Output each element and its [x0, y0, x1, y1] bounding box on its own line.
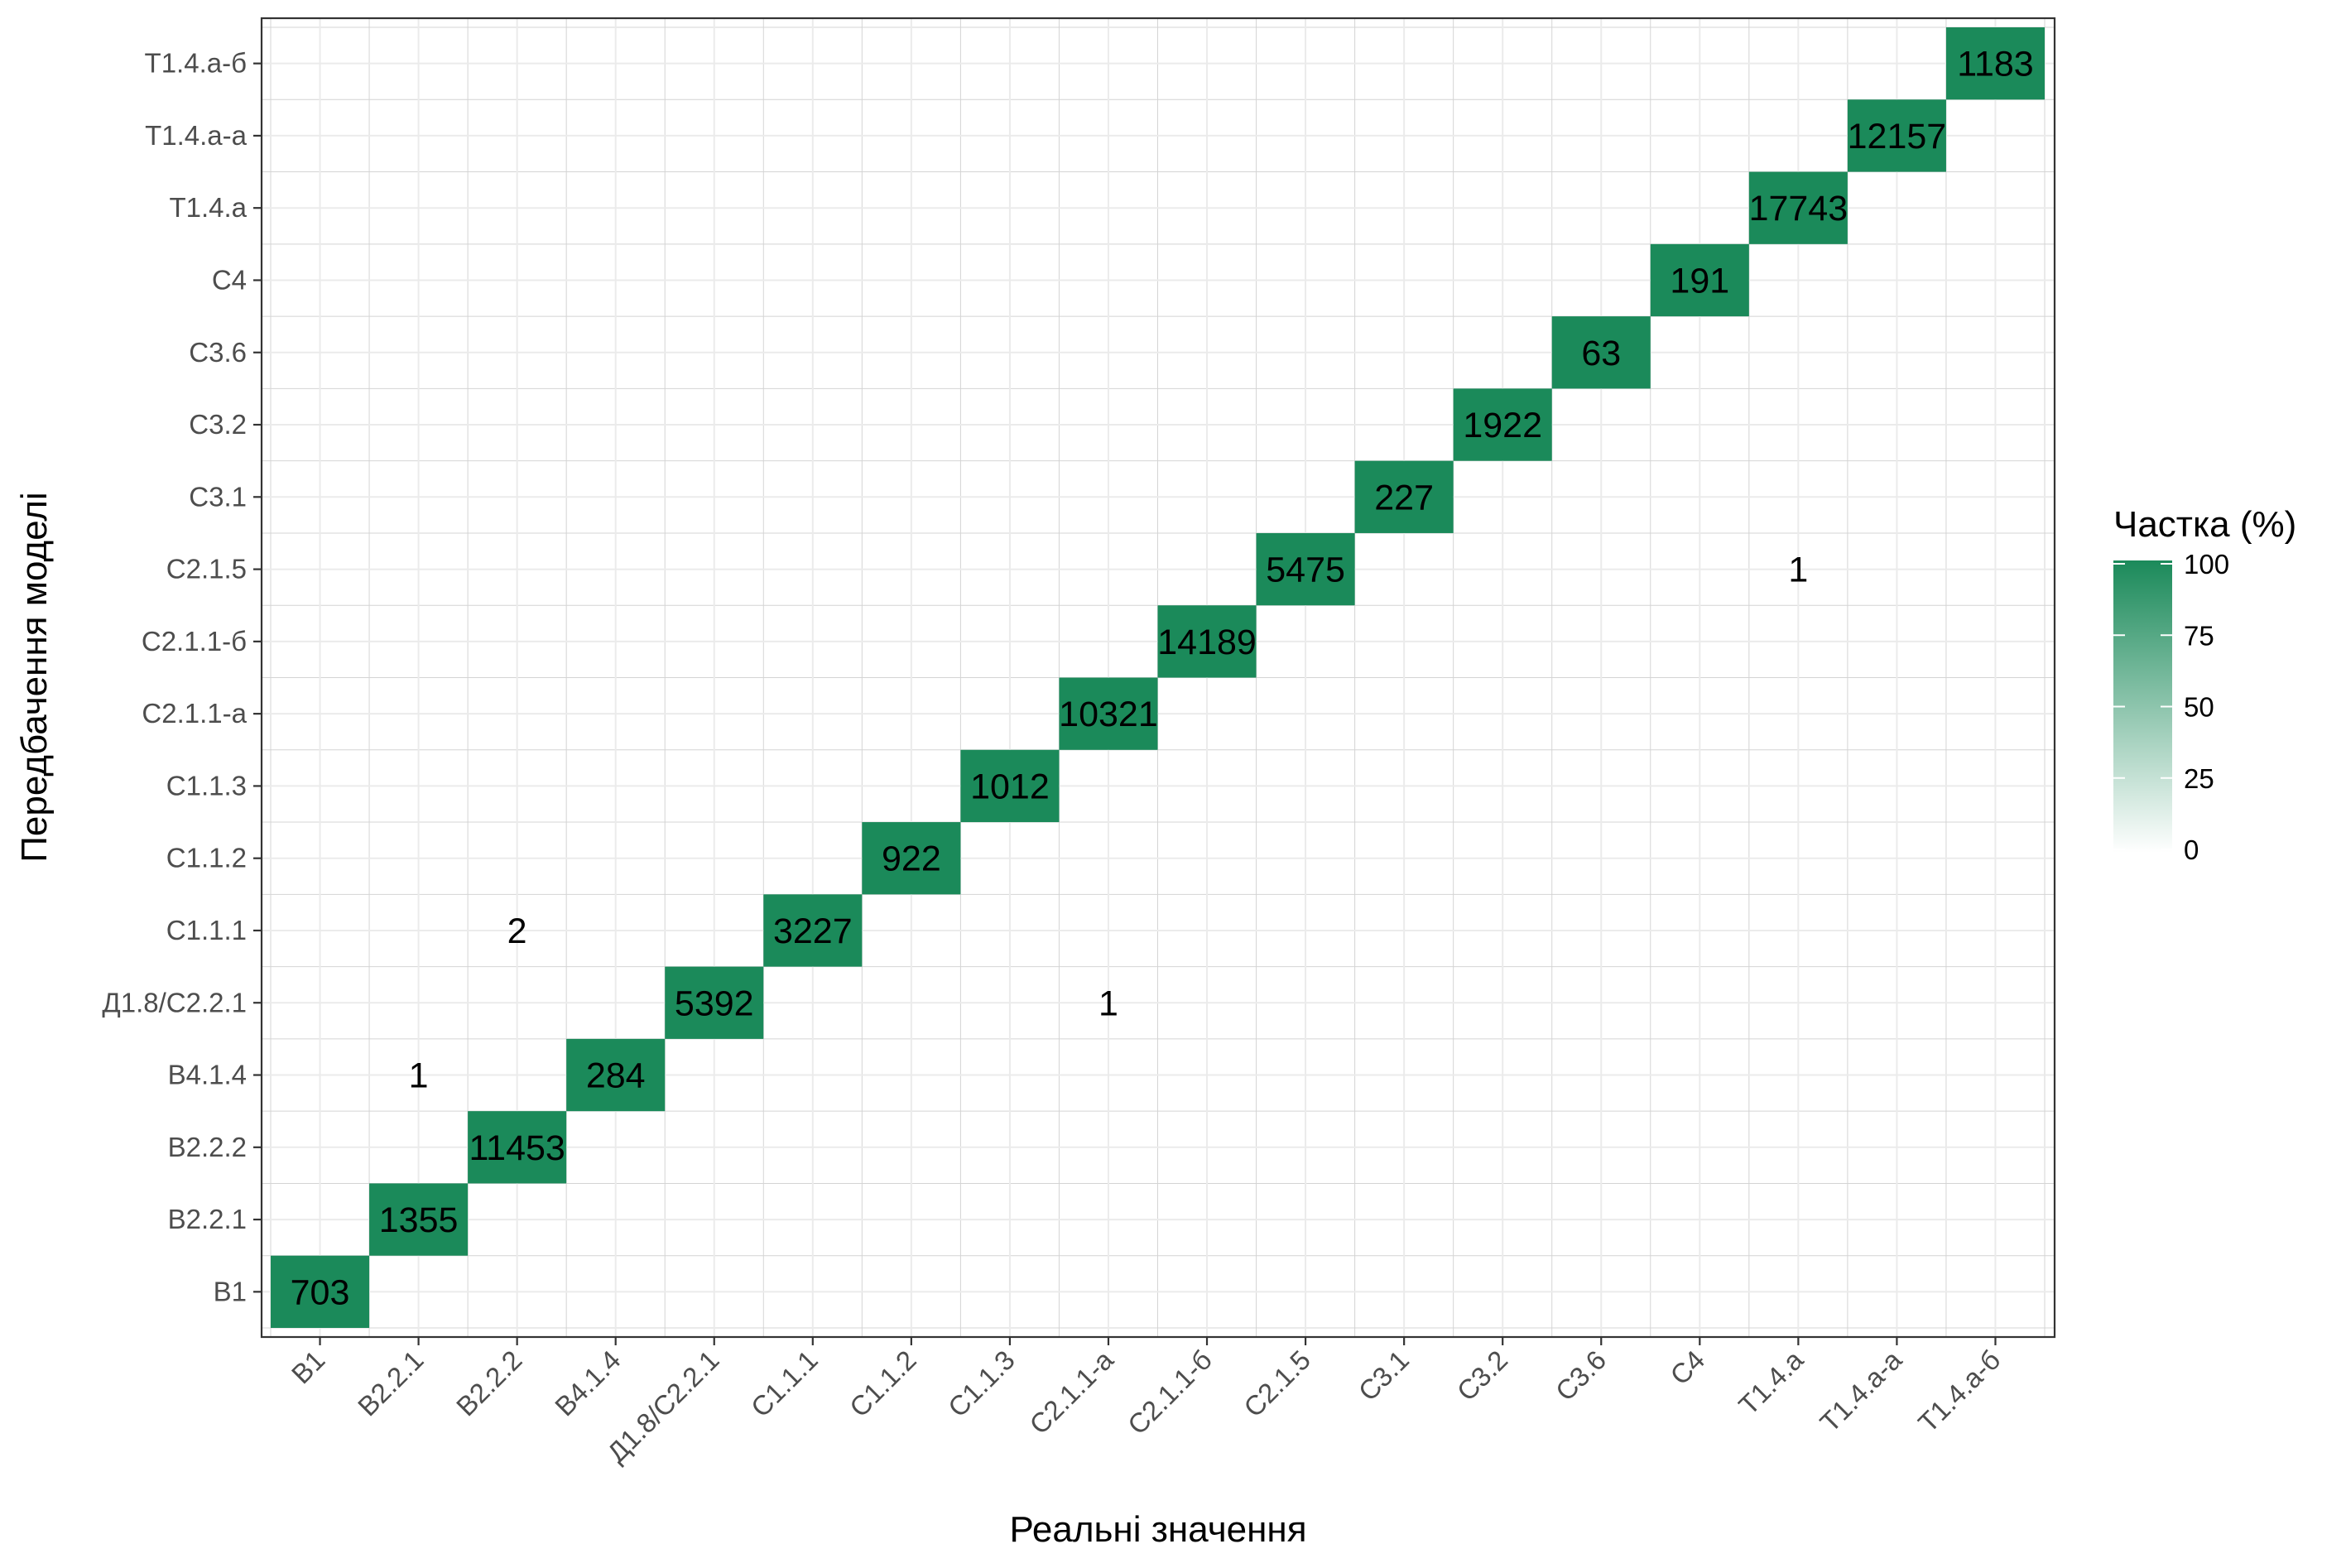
x-tick-label: C2.1.1-а: [1023, 1344, 1119, 1440]
heatmap-cell: [960, 749, 1060, 823]
legend-tick-label: 25: [2184, 763, 2214, 794]
y-tick-label: C3.6: [189, 337, 247, 368]
cell-count-label: 1012: [970, 767, 1050, 806]
y-tick-label: C1.1.2: [166, 843, 247, 873]
legend-tick-label: 100: [2184, 549, 2229, 580]
cell-count-label: 17743: [1749, 189, 1848, 228]
cell-count-label: 1922: [1463, 406, 1542, 445]
x-tick-label: C1.1.2: [844, 1344, 922, 1423]
y-tick-label: B2.2.1: [168, 1204, 247, 1234]
legend-tick-label: 0: [2184, 835, 2199, 865]
cell-count-label: 10321: [1059, 695, 1158, 734]
y-tick-label: C3.1: [189, 481, 247, 512]
y-tick-label: C2.1.5: [166, 554, 247, 584]
y-tick-label: T1.4.а: [169, 192, 247, 223]
cell-count-label: 14189: [1157, 623, 1257, 662]
y-tick-label: C3.2: [189, 409, 247, 440]
x-tick-label: T1.4.а: [1733, 1344, 1810, 1421]
y-tick-label: B2.2.2: [168, 1132, 247, 1162]
cell-count-label: 1: [1098, 984, 1118, 1023]
legend-title: Частка (%): [2113, 504, 2296, 545]
legend-tick-label: 75: [2184, 620, 2214, 651]
x-axis-title: Реальні значення: [1009, 1509, 1306, 1550]
heatmap-cell: [1453, 388, 1552, 461]
x-tick-label: T1.4.а-а: [1814, 1344, 1908, 1438]
y-tick-label: T1.4.а-б: [145, 48, 247, 79]
heatmap-cell: [271, 1255, 370, 1328]
legend: Частка (%) 0 25 50 75 100: [2113, 504, 2296, 865]
cell-count-label: 1183: [1957, 45, 2033, 84]
heatmap-cell: [1847, 99, 1946, 172]
y-axis-title: Передбачення моделі: [14, 492, 55, 862]
cell-count-label: 227: [1374, 478, 1434, 517]
cell-count-label: 1355: [379, 1200, 459, 1240]
x-tick-label: C1.1.3: [942, 1344, 1021, 1423]
heatmap-cell: [1256, 532, 1355, 606]
x-tick-label: C1.1.1: [745, 1344, 824, 1423]
y-tick-label: C1.1.3: [166, 770, 247, 801]
cell-count-label: 1: [409, 1056, 429, 1096]
heatmap-cell: [468, 1111, 567, 1184]
heatmap-cell: [1551, 316, 1651, 389]
cell-count-label: 703: [291, 1272, 350, 1312]
heatmap-cell: [1059, 677, 1158, 750]
x-tick-label: C3.6: [1550, 1344, 1612, 1407]
x-tick-label: B2.2.2: [450, 1344, 528, 1422]
cell-count-label: 2: [507, 911, 527, 951]
heatmap-tiles: [271, 27, 2045, 1328]
heatmap-cell: [566, 1038, 666, 1112]
x-tick-label: C3.2: [1451, 1344, 1513, 1407]
y-axis: B1 B2.2.1 B2.2.2 B4.1.4 Д1.8/C2.2.1 C1.1.1 C1.…: [102, 48, 262, 1306]
y-tick-label: C4: [212, 264, 247, 295]
heatmap-cell: [1650, 243, 1749, 317]
cell-count-label: 191: [1670, 261, 1729, 301]
cell-count-label: 63: [1581, 334, 1621, 373]
x-tick-label: B2.2.1: [352, 1344, 430, 1422]
x-tick-label: C3.1: [1353, 1344, 1415, 1407]
y-tick-label: Д1.8/C2.2.1: [102, 987, 247, 1017]
cell-count-label: 11453: [469, 1128, 565, 1168]
x-tick-label: B4.1.4: [549, 1344, 627, 1422]
legend-ticks: 0 25 50 75 100: [2113, 549, 2229, 865]
heatmap-cell: [369, 1183, 469, 1256]
y-tick-label: T1.4.а-а: [145, 120, 248, 151]
heatmap-cell: [1748, 171, 1848, 244]
cell-count-label: 5475: [1266, 551, 1345, 590]
cell-count-label: 922: [882, 839, 941, 879]
heatmap-cell: [862, 822, 961, 895]
heatmap-cell: [1945, 27, 2045, 100]
cell-count-label: 1: [1788, 551, 1808, 590]
grid-lines: [262, 18, 2055, 1337]
panel-border: [260, 17, 2056, 1339]
x-axis: B1 B2.2.1 B2.2.2 B4.1.4Д1.8/C2.2.1 C1.1.1 C1.…: [286, 1337, 2006, 1468]
cell-count-label: 5392: [675, 984, 754, 1023]
x-tick-label: B1: [286, 1344, 331, 1390]
heatmap-cell: [1157, 605, 1257, 678]
y-tick-label: C2.1.1-б: [142, 626, 247, 657]
y-tick-label: C1.1.1: [166, 915, 247, 945]
heatmap-cell: [1354, 460, 1454, 533]
cell-count-label: 3227: [773, 911, 853, 951]
cell-count-label: 284: [586, 1056, 646, 1096]
heatmap-cell: [665, 966, 764, 1039]
y-tick-label: C2.1.1-а: [142, 698, 247, 729]
x-tick-label: C2.1.5: [1238, 1344, 1316, 1423]
legend-tick-label: 50: [2184, 692, 2214, 723]
cell-count-label: 12157: [1848, 117, 1947, 156]
x-tick-label: T1.4.а-б: [1912, 1344, 2006, 1438]
x-tick-label: C2.1.1-б: [1122, 1344, 1218, 1441]
y-tick-label: B1: [214, 1276, 247, 1306]
y-tick-label: B4.1.4: [168, 1060, 247, 1090]
x-tick-label: C4: [1664, 1344, 1710, 1391]
heatmap-cell: [763, 894, 863, 967]
